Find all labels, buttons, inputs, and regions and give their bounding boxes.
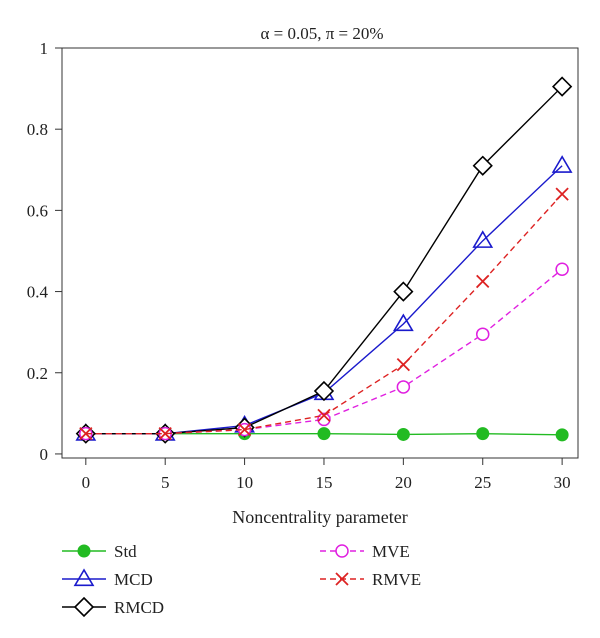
point-rmve: [79, 427, 93, 441]
x-axis: 0 5 10 15 20 25 30: [82, 458, 571, 492]
point-rmcd: [313, 380, 335, 402]
point-mcd: [392, 313, 414, 332]
point-mve: [317, 412, 331, 427]
legend-label: RMCD: [114, 598, 164, 617]
point-rmve: [158, 427, 172, 441]
x-tick-label: 15: [315, 473, 332, 492]
x-tick-label: 10: [236, 473, 253, 492]
point-rmcd: [393, 281, 414, 302]
series-rmve: [79, 187, 569, 441]
legend-marker: [335, 572, 349, 586]
point-mve: [396, 380, 411, 394]
legend: Std MCD RMCD MVE RMVE: [62, 542, 421, 618]
series-layer: [75, 76, 573, 444]
point-mcd: [472, 230, 494, 248]
y-tick-label: 0.2: [27, 364, 48, 383]
legend-item-std: Std: [62, 542, 137, 561]
point-rmve: [476, 274, 490, 289]
legend-label: Std: [114, 542, 137, 561]
point-std: [317, 427, 331, 441]
point-mve: [475, 327, 490, 341]
series-line-mve: [85, 268, 563, 435]
x-axis-title: Noncentrality parameter: [232, 507, 407, 527]
point-rmve: [396, 357, 410, 372]
legend-label: RMVE: [372, 570, 421, 589]
point-mcd: [551, 155, 573, 173]
y-tick-label: 0: [40, 445, 49, 464]
legend-item-rmcd: RMCD: [62, 596, 164, 618]
legend-marker: [335, 544, 349, 558]
point-rmve: [317, 408, 331, 423]
series-rmcd: [75, 76, 573, 444]
point-mve: [555, 262, 569, 276]
legend-item-rmve: RMVE: [320, 570, 421, 589]
y-tick-label: 0.8: [27, 120, 48, 139]
x-tick-label: 0: [82, 473, 91, 492]
y-tick-label: 1: [40, 39, 49, 58]
point-std: [555, 428, 569, 442]
legend-label: MVE: [372, 542, 410, 561]
point-std: [476, 427, 490, 441]
y-axis: 0 0.2 0.4 0.6 0.8 1: [27, 39, 62, 464]
y-tick-label: 0.4: [27, 283, 49, 302]
point-rmve: [237, 422, 252, 437]
legend-marker: [77, 544, 91, 558]
legend-marker: [73, 568, 95, 587]
point-std: [396, 427, 410, 441]
x-tick-label: 20: [395, 473, 412, 492]
x-tick-label: 25: [474, 473, 491, 492]
x-tick-label: 5: [161, 473, 170, 492]
legend-item-mcd: MCD: [62, 568, 153, 589]
y-tick-label: 0.6: [27, 201, 48, 220]
legend-item-mve: MVE: [320, 542, 410, 561]
point-rmcd: [551, 76, 573, 97]
chart-title: α = 0.05, π = 20%: [260, 24, 383, 43]
plot-frame: [61, 47, 579, 459]
point-rmcd: [472, 155, 493, 176]
legend-marker: [73, 596, 95, 618]
x-tick-label: 30: [554, 473, 571, 492]
series-mve: [79, 262, 569, 441]
point-rmve: [555, 187, 569, 201]
legend-label: MCD: [114, 570, 153, 589]
